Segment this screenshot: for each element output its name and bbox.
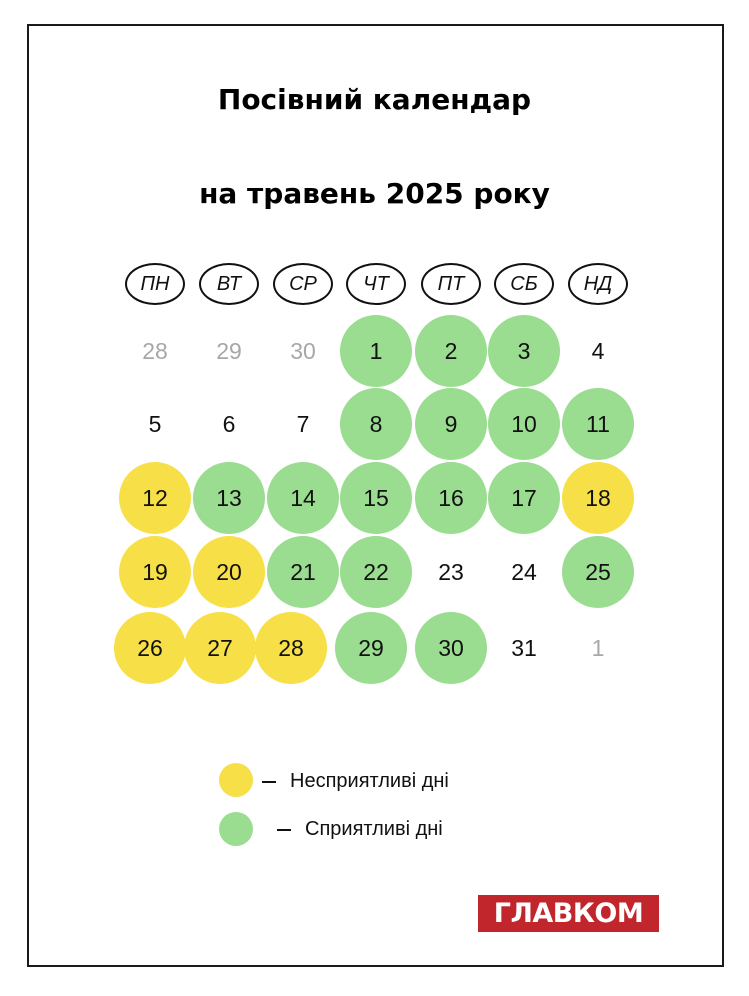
day-cell: 19	[119, 536, 191, 608]
day-cell: 25	[562, 536, 634, 608]
legend-dash	[262, 781, 276, 783]
weekday-label: ПТ	[421, 263, 481, 305]
day-cell: 2	[415, 315, 487, 387]
glavcom-logo: ГЛАВКОМ	[478, 895, 659, 932]
page-subtitle: на травень 2025 року	[199, 177, 550, 210]
day-cell: 16	[415, 462, 487, 534]
day-cell: 8	[340, 388, 412, 460]
weekday-label: ПН	[125, 263, 185, 305]
day-cell: 3	[488, 315, 560, 387]
day-cell: 30	[415, 612, 487, 684]
day-cell: 13	[193, 462, 265, 534]
day-cell: 5	[148, 410, 162, 437]
day-cell: 15	[340, 462, 412, 534]
day-cell: 22	[340, 536, 412, 608]
day-cell: 21	[267, 536, 339, 608]
day-cell: 30	[290, 337, 316, 364]
day-cell: 10	[488, 388, 560, 460]
day-cell: 31	[511, 634, 537, 661]
day-cell: 29	[216, 337, 242, 364]
weekday-label: СР	[273, 263, 333, 305]
legend-unfavorable-label: Несприятливі дні	[290, 770, 449, 792]
day-cell: 24	[511, 558, 537, 585]
day-cell: 20	[193, 536, 265, 608]
page-title: Посівний календар	[217, 83, 532, 116]
day-cell: 9	[415, 388, 487, 460]
day-cell: 4	[591, 337, 605, 364]
legend-unfavorable-dot	[219, 763, 253, 797]
day-cell: 28	[142, 337, 168, 364]
day-cell: 7	[296, 410, 310, 437]
day-cell: 17	[488, 462, 560, 534]
day-cell: 29	[335, 612, 407, 684]
day-cell: 28	[255, 612, 327, 684]
day-cell: 23	[438, 558, 464, 585]
day-cell: 27	[184, 612, 256, 684]
weekday-label: СБ	[494, 263, 554, 305]
weekday-label: ЧТ	[346, 263, 406, 305]
day-cell: 26	[114, 612, 186, 684]
legend-dash	[277, 829, 291, 831]
day-cell: 11	[562, 388, 634, 460]
weekday-label: НД	[568, 263, 628, 305]
day-cell: 6	[222, 410, 236, 437]
day-cell: 12	[119, 462, 191, 534]
weekday-label: ВТ	[199, 263, 259, 305]
day-cell: 18	[562, 462, 634, 534]
legend-favorable-label: Сприятливі дні	[305, 818, 443, 840]
legend-favorable-dot	[219, 812, 253, 846]
day-cell: 1	[340, 315, 412, 387]
day-cell: 1	[591, 634, 605, 661]
day-cell: 14	[267, 462, 339, 534]
